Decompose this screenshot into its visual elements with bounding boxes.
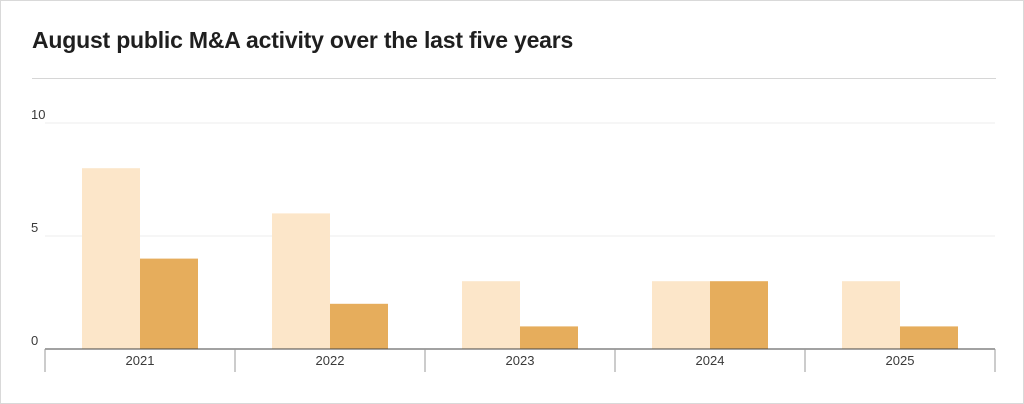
chart-title: August public M&A activity over the last… (32, 27, 574, 53)
x-tick-label: 2025 (886, 353, 915, 368)
bar-2025-series-2 (900, 326, 958, 349)
y-axis: 0 5 10 (31, 107, 45, 348)
bar-2023-series-1 (462, 281, 520, 349)
bar-2024-series-2 (710, 281, 768, 349)
gridlines (45, 122, 995, 237)
bar-2022-series-1 (272, 213, 330, 349)
bar-2024-series-1 (652, 281, 710, 349)
bars (82, 168, 958, 349)
x-tick-label: 2021 (126, 353, 155, 368)
bar-2023-series-2 (520, 326, 578, 349)
x-tick-label: 2024 (696, 353, 725, 368)
y-tick-label: 5 (31, 220, 38, 235)
title-divider (32, 78, 996, 79)
x-axis: 2021 2022 2023 2024 2025 (44, 348, 996, 372)
bar-2021-series-2 (140, 258, 198, 349)
x-tick-label: 2023 (506, 353, 535, 368)
bar-2022-series-2 (330, 303, 388, 349)
bar-2025-series-1 (842, 281, 900, 349)
bar-2021-series-1 (82, 168, 140, 349)
x-tick-label: 2022 (316, 353, 345, 368)
y-tick-label: 10 (31, 107, 45, 122)
y-tick-label: 0 (31, 333, 38, 348)
